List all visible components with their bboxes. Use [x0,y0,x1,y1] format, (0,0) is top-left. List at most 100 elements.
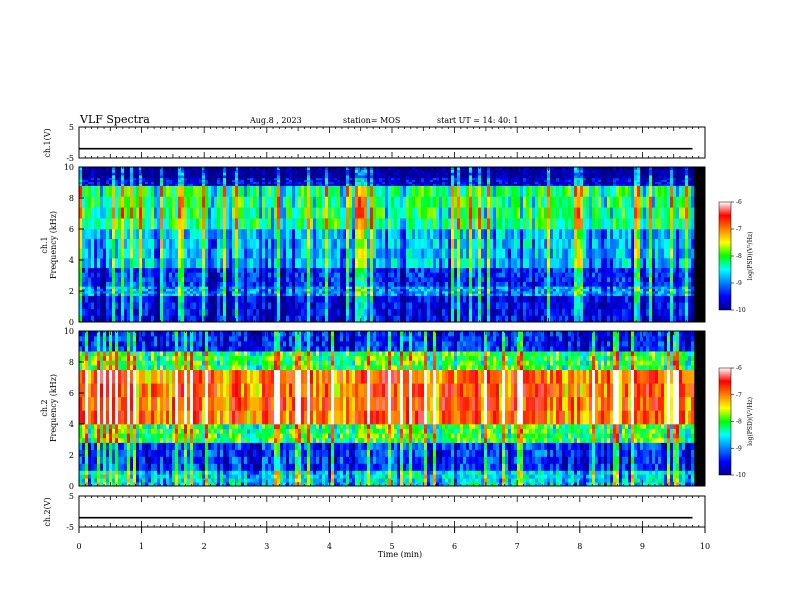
spec1-cell [241,248,245,259]
spec1-cell [349,272,353,278]
spec1-cell [388,293,392,296]
spec1-cell [430,258,434,269]
spec1-cell [331,167,335,171]
spec1-cell [448,272,452,278]
spec1-cell [592,291,596,294]
spec1-cell [565,308,569,316]
spec1-cell [121,181,125,184]
spec1-cell [523,175,527,179]
spec1-cell [187,277,191,282]
spec1-cell [127,167,131,171]
spec1-cell [553,238,557,249]
spec1-cell [430,248,434,259]
spec1-cell [88,315,92,322]
spec1-cell [406,179,410,183]
spec1-cell [106,185,110,197]
spec1-cell [223,177,227,181]
spec1-cell [382,172,386,176]
spec1-cell [607,308,611,316]
spec1-cell [103,175,107,179]
spec1-cell [517,315,521,322]
spec1-cell [397,291,401,294]
spec1-cell [379,185,383,197]
spec1-cell [484,218,488,230]
spec1-cell [142,258,146,269]
spec1-cell [343,175,347,179]
spec1-cell [121,179,125,183]
spec1-cell [352,277,356,282]
spec1-cell [562,218,566,230]
spec1-cell [556,169,560,173]
spec1-cell [400,291,404,294]
spec1-cell [430,288,434,292]
spec1-cell [463,181,467,184]
spec1-cell [106,267,110,273]
spec1-cell [292,179,296,183]
spec1-cell [370,238,374,249]
spec1-cell [598,295,602,303]
spec1-cell [370,207,374,219]
spec1-cell [259,302,263,310]
spec1-cell [130,183,134,186]
spec1-cell [475,315,479,322]
spec1-cell [166,196,170,208]
spec1-cell [424,291,428,294]
spec1-cell [97,183,101,186]
spec1-cell [154,308,158,316]
spec1-cell [541,183,545,186]
spec1-cell [271,248,275,259]
spec1-cell [571,258,575,269]
spec1-cell [175,281,179,287]
spec1-cell [382,181,386,184]
spec1-cell [196,291,200,294]
spec1-cell [562,207,566,219]
spec1-cell [580,258,584,269]
spec1-cell [148,308,152,316]
spec1-cell [88,291,92,294]
spec1-cell [88,277,92,282]
spec1-cell [208,248,212,259]
spec1-cell [400,218,404,230]
spec1-cell [589,207,593,219]
spec1-cell [412,181,416,184]
spec1-cell [259,183,263,186]
spec1-cell [469,167,473,171]
spec1-cell [196,248,200,259]
spec1-cell [478,293,482,296]
spec1-cell [235,308,239,316]
spec1-cell [235,207,239,219]
spec1-cell [238,229,242,239]
spec1-cell [511,293,515,296]
spec1-cell [241,258,245,269]
spec1-cell [331,218,335,230]
spec1-cell [277,258,281,269]
spec1-cell [112,288,116,292]
spec1-cell [226,185,230,197]
spec1-cell [259,286,263,289]
spec1-cell [157,302,161,310]
spec1-cell [439,207,443,219]
spec1-cell [421,183,425,186]
spec1-cell [364,179,368,183]
spec1-cell [253,175,257,179]
spec1-cell [460,175,464,179]
spec1-cell [463,207,467,219]
spec1-cell [166,308,170,316]
spec1-cell [553,293,557,296]
spec1-cell [403,175,407,179]
spec1-cell [202,248,206,259]
spec1-cell [154,183,158,186]
spec1-cell [508,172,512,176]
spec1-cell [163,196,167,208]
spec1-cell [265,196,269,208]
spec1-cell [382,258,386,269]
spec1-cell [529,172,533,176]
spec1-cell [559,277,563,282]
spec1-cell [268,179,272,183]
spec1-cell [178,286,182,289]
spec1-cell [199,175,203,179]
spec1-cell [472,308,476,316]
spec1-cell [460,258,464,269]
spec1-cell [361,288,365,292]
spec1-cell [535,169,539,173]
